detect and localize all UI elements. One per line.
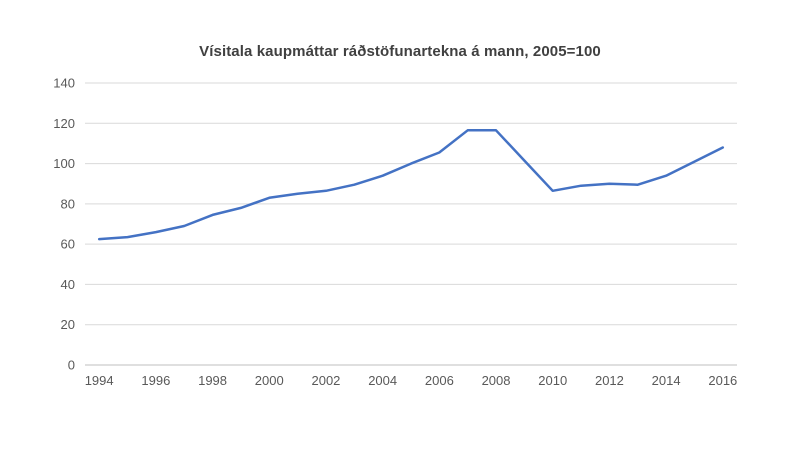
y-axis-tick-label: 120 [53, 116, 75, 131]
x-axis-tick-label: 2004 [368, 373, 397, 388]
y-axis-tick-label: 80 [61, 196, 75, 211]
chart-title: Vísitala kaupmáttar ráðstöfunartekna á m… [199, 43, 601, 60]
y-axis-tick-label: 0 [68, 358, 75, 373]
y-axis-tick-label: 40 [61, 277, 75, 292]
x-axis-tick-label: 2006 [425, 373, 454, 388]
x-axis-tick-label: 1996 [141, 373, 170, 388]
x-axis-tick-label: 2008 [482, 373, 511, 388]
x-axis-tick-label: 1994 [85, 373, 114, 388]
y-axis-tick-label: 140 [53, 76, 75, 91]
x-axis-tick-label: 1998 [198, 373, 227, 388]
x-axis-tick-label: 2012 [595, 373, 624, 388]
y-axis-tick-label: 20 [61, 317, 75, 332]
x-axis-tick-label: 2014 [652, 373, 681, 388]
x-axis-tick-label: 2000 [255, 373, 284, 388]
y-axis-tick-label: 60 [61, 237, 75, 252]
x-axis-tick-label: 2002 [311, 373, 340, 388]
series-line [97, 129, 725, 241]
x-axis-tick-label: 2010 [538, 373, 567, 388]
x-axis-tick-label: 2016 [708, 373, 737, 388]
y-axis-tick-label: 100 [53, 156, 75, 171]
